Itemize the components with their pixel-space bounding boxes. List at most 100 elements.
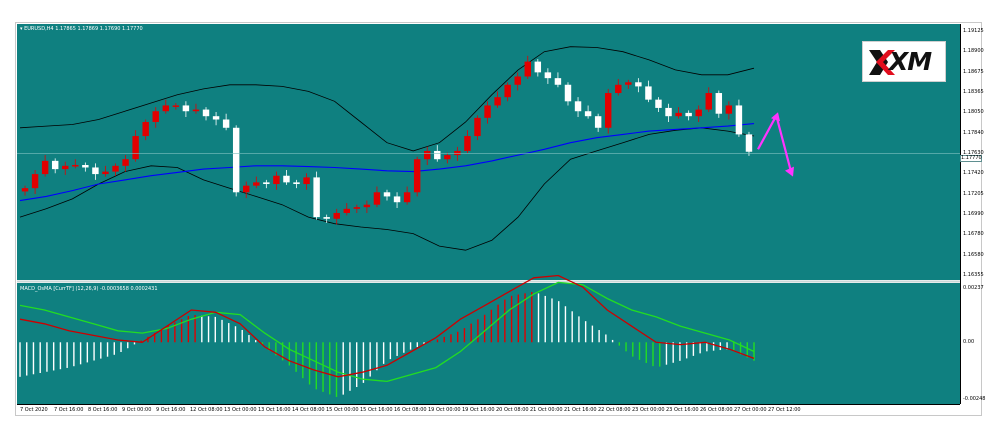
time-axis-label: 21 Oct 00:00 [530,407,563,413]
candle-body [92,167,99,175]
time-axis-label: 8 Oct 16:00 [88,407,118,413]
candle-body [343,208,350,213]
indicator-pane-bg [17,283,960,404]
candle-body [333,212,340,219]
time-axis-label: 20 Oct 08:00 [496,407,529,413]
candle-body [665,107,672,117]
candle-body [745,134,753,152]
forecast-down-arrowhead [785,166,794,177]
symbol-header: ▾ EURUSD,H4 1.17865 1.17869 1.17690 1.17… [20,26,143,32]
candle-body [484,105,491,118]
candle-body [132,136,139,160]
candle-body [434,150,441,160]
time-axis-label: 9 Oct 16:00 [156,407,186,413]
candle-body [122,159,129,166]
chart-canvas[interactable] [16,23,983,417]
candle-body [313,177,320,218]
candle-body [655,99,662,108]
time-axis-label: 27 Oct 12:00 [768,407,801,413]
candle-body [554,78,562,85]
bollinger-lower-line [19,127,755,251]
current-price-label: 1.17770 [960,155,982,162]
candle-body [263,182,270,185]
candle-body [293,182,300,185]
candle-body [31,174,39,189]
candle-body [454,150,461,156]
candle-body [72,164,79,167]
candle-body [444,155,451,160]
candle-body [152,111,159,122]
time-axis-label: 27 Oct 00:00 [734,407,767,413]
candle-body [544,72,552,79]
candle-body [514,76,521,85]
signal-line [19,281,755,383]
candle-body [142,121,149,137]
candle-body [21,188,29,192]
price-axis-label: 1.17840 [963,129,984,136]
candle-body [635,82,642,87]
candle-body [413,159,421,193]
candle-body [51,160,59,170]
xm-logo: XM [862,41,946,82]
candle-body [232,127,240,193]
candle-body [574,101,582,112]
candle-body [182,105,190,112]
candle-body [725,105,733,114]
symbol-name: EURUSD,H4 [24,26,54,32]
forecast-up-arrow [757,115,777,150]
price-axis-label: 1.17630 [963,150,984,156]
candle-body [363,204,371,208]
time-axis-label: 7 Oct 16:00 [54,407,84,413]
xm-logo-text: XM [889,47,932,76]
candle-body [283,175,290,183]
time-axis-label: 12 Oct 08:00 [190,407,223,413]
candle-body [243,185,250,193]
chart-window[interactable]: ▾ EURUSD,H4 1.17865 1.17869 1.17690 1.17… [15,22,986,417]
price-axis-label: 1.16990 [963,211,984,217]
candle-body [253,182,260,186]
indicator-axis-label: -0.00248 [963,396,986,403]
candle-body [373,192,381,205]
candle-body [353,207,361,209]
price-axis-label: 1.18675 [963,68,984,75]
candle-body [584,111,592,117]
candle-body [41,160,49,175]
chevron-down-icon[interactable]: ▾ [20,26,23,32]
candle-body [715,93,723,114]
time-axis-label: 16 Oct 08:00 [394,407,427,413]
candle-body [222,119,230,128]
price-pane-bg [17,24,960,280]
moving-average-line [19,123,755,202]
price-axis-label: 1.17420 [963,170,984,177]
price-axis-label: 1.16580 [963,251,984,258]
candle-body [645,86,652,100]
candle-body [464,136,471,151]
macd-line [19,274,755,378]
time-axis-label: 19 Oct 00:00 [428,407,461,413]
time-axis-label: 19 Oct 16:00 [462,407,495,413]
symbol-ohlc: 1.17865 1.17869 1.17690 1.17770 [55,26,143,32]
candle-body [695,109,702,117]
candle-body [323,217,330,219]
candle-body [192,109,200,112]
time-axis-label: 23 Oct 16:00 [666,407,699,413]
candle-body [202,109,210,117]
candle-body [102,171,109,175]
candle-body [735,105,743,135]
time-axis-label: 21 Oct 16:00 [564,407,597,413]
price-axis-label: 1.16355 [963,272,984,278]
candle-body [62,165,69,170]
candle-body [604,93,612,128]
price-axis-label: 1.19125 [963,28,984,34]
candle-body [172,105,180,107]
indicator-axis-label: 0.00 [963,339,975,346]
candle-body [474,117,481,137]
time-axis-label: 7 Oct 2020 [20,407,48,413]
price-axis-label: 1.16780 [963,231,984,238]
time-axis-label: 23 Oct 00:00 [632,407,665,413]
candle-body [162,105,170,112]
price-axis-label: 1.18365 [963,89,984,95]
candle-body [273,175,280,185]
candle-body [594,116,602,128]
time-axis-label: 15 Oct 00:00 [326,407,359,413]
